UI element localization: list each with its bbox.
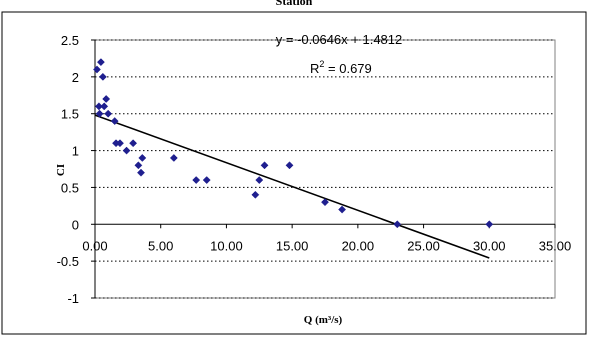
data-point <box>110 117 119 126</box>
data-point <box>338 205 347 214</box>
x-tick-label: 15.00 <box>276 238 309 253</box>
trendline <box>94 114 490 259</box>
data-point <box>192 176 201 185</box>
data-point <box>485 220 494 229</box>
x-axis-title: Q (m³/s) <box>304 314 343 326</box>
r-squared-label: R2 = 0.679 <box>310 59 372 76</box>
y-tick-label: 1 <box>72 144 79 159</box>
data-points <box>93 58 494 229</box>
data-point <box>134 161 143 170</box>
data-point <box>393 220 402 229</box>
r-squared-superscript: 2 <box>319 59 324 69</box>
chart-title: Station <box>276 0 313 8</box>
data-point <box>98 72 107 81</box>
data-point <box>96 58 105 67</box>
y-axis-ticks: 2.5 2 1.5 1 0.5 0 -0.5 -1 <box>57 33 95 306</box>
plot-area <box>94 39 556 299</box>
data-point <box>138 153 147 162</box>
data-point <box>116 139 124 148</box>
r-squared-prefix: R <box>310 61 319 76</box>
data-point <box>255 176 264 185</box>
data-point <box>102 95 111 103</box>
data-point <box>321 198 329 207</box>
data-point <box>169 153 178 162</box>
x-tick-label: 5.00 <box>148 238 173 253</box>
y-axis-title: CI <box>55 164 67 176</box>
trendline-equation: y = -0.0646x + 1.4812 <box>276 32 402 47</box>
chart-frame <box>1 11 587 335</box>
x-tick-label: 10.00 <box>210 238 243 253</box>
data-point <box>260 161 269 170</box>
data-point <box>93 65 101 74</box>
y-tick-label: -0.5 <box>57 254 79 269</box>
data-point <box>95 109 104 118</box>
data-point <box>137 168 145 177</box>
x-axis-ticks: 0.00 5.00 10.00 15.00 20.00 25.00 30.00 35.00 <box>82 224 571 253</box>
data-point <box>104 109 113 118</box>
y-tick-label: 2 <box>72 70 79 85</box>
data-point <box>122 146 131 155</box>
r-squared-value: = 0.679 <box>324 61 371 76</box>
y-tick-label: -1 <box>67 291 79 306</box>
y-tick-label: 0 <box>72 217 79 232</box>
data-point <box>94 102 103 111</box>
data-point <box>129 139 138 148</box>
data-point <box>100 102 109 111</box>
data-point <box>285 161 294 170</box>
x-tick-label: 35.00 <box>539 238 572 253</box>
y-tick-label: 1.5 <box>61 107 79 122</box>
data-point <box>202 176 211 185</box>
y-tick-label: 2.5 <box>61 33 79 48</box>
x-tick-label: 25.00 <box>407 238 440 253</box>
data-point <box>251 190 260 199</box>
gridlines <box>95 39 555 299</box>
x-tick-label: 30.00 <box>473 238 506 253</box>
x-tick-label: 20.00 <box>342 238 375 253</box>
y-tick-label: 0.5 <box>61 180 79 195</box>
